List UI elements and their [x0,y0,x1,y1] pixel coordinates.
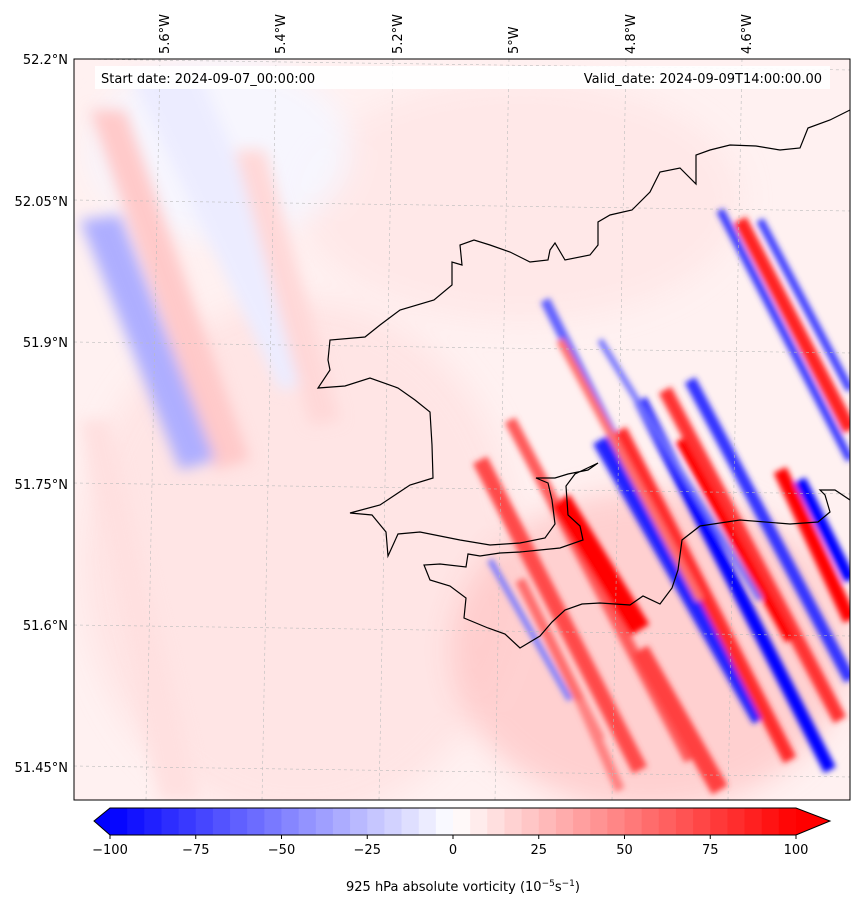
header-box [95,66,830,89]
colorbar-cell [367,808,385,835]
colorbar-cells [110,808,797,835]
colorbar-cell [178,808,197,835]
colorbar-tick-label: −50 [268,843,295,858]
colorbar-cell [230,808,248,835]
colorbar-cell [487,808,506,835]
colorbar-cell [384,808,403,835]
colorbar-tick-label: −25 [354,843,381,858]
colorbar-cell [281,808,300,835]
colorbar-cell [401,808,420,835]
lon-label: 5.6°W [158,14,173,54]
colorbar-cell [350,808,368,835]
colorbar-ticks: −100 −75 −50 −25 0 25 50 75 100 [92,835,808,858]
valid-date-label: Valid_date: 2024-09-09T14:00:00.00 [584,72,822,87]
colorbar-cell [110,808,128,835]
colorbar-cell [195,808,214,835]
colorbar-cell [538,808,557,835]
colorbar-cell [504,808,523,835]
lat-label: 51.6°N [23,619,68,634]
colorbar-cell [298,808,317,835]
latitude-labels: 52.2°N 52.05°N 51.9°N 51.75°N 51.6°N 51.… [15,53,68,776]
colorbar-label: 925 hPa absolute vorticity (10−5s−1) [346,879,580,895]
colorbar-cell [573,808,591,835]
colorbar-cell [144,808,163,835]
vorticity-field [74,59,850,800]
colorbar-cell [624,808,643,835]
colorbar-cell [453,808,471,835]
lat-label: 51.9°N [23,336,68,351]
colorbar-cell [658,808,677,835]
colorbar-max-extend [796,808,830,835]
map-frame [73,58,851,801]
colorbar-tick-label: −75 [182,843,209,858]
colorbar-cell [693,808,711,835]
colorbar-tick-label: −100 [92,843,128,858]
colorbar-cell [332,808,351,835]
colorbar-cell [161,808,180,835]
colorbar-cell [470,808,488,835]
lon-label: 5°W [507,26,522,54]
colorbar-cell [264,808,283,835]
colorbar-cell [727,808,746,835]
colorbar-cell [590,808,608,835]
lon-label: 4.8°W [624,14,639,54]
colorbar-cell [555,808,574,835]
colorbar-cell [315,808,334,835]
colorbar-cell [761,808,780,835]
colorbar-cell [127,808,145,835]
colorbar-cell [418,808,437,835]
colorbar-cell [212,808,231,835]
lon-label: 5.4°W [274,14,289,54]
lat-label: 52.05°N [15,195,68,210]
colorbar-cell [778,808,797,835]
colorbar-cell [247,808,265,835]
colorbar-tick-label: 25 [530,843,547,858]
lat-label: 52.2°N [23,53,68,68]
coastline [316,109,850,649]
colorbar-tick-label: 50 [616,843,633,858]
start-date-label: Start date: 2024-09-07_00:00:00 [101,72,315,87]
lon-label: 4.6°W [740,14,755,54]
colorbar-cell [710,808,728,835]
colorbar-tick-label: 0 [449,843,457,858]
longitude-labels: 5.6°W 5.4°W 5.2°W 5°W 4.8°W 4.6°W [158,14,755,54]
colorbar-tick-label: 75 [702,843,719,858]
colorbar-cell [607,808,626,835]
colorbar-cell [435,808,454,835]
lon-label: 5.2°W [391,14,406,54]
lat-label: 51.45°N [15,761,68,776]
lat-label: 51.75°N [15,478,68,493]
colorbar-tick-label: 100 [784,843,809,858]
colorbar: −100 −75 −50 −25 0 25 50 75 100 925 hPa absolute… [92,807,832,895]
colorbar-cell [641,808,660,835]
colorbar-cell [521,808,540,835]
colorbar-cell [744,808,763,835]
colorbar-min-extend [94,808,110,835]
colorbar-cell [675,808,694,835]
